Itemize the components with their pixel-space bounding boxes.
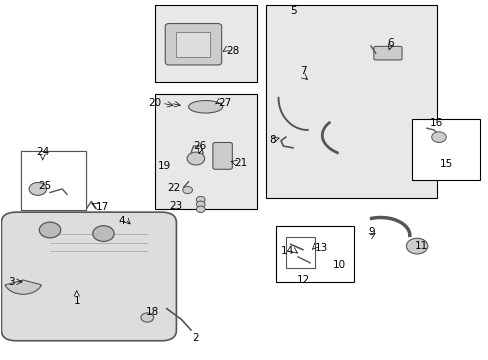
Text: 6: 6 xyxy=(386,38,393,48)
FancyBboxPatch shape xyxy=(1,212,176,341)
Circle shape xyxy=(183,186,192,194)
Circle shape xyxy=(93,226,114,242)
Text: 10: 10 xyxy=(332,260,345,270)
FancyBboxPatch shape xyxy=(154,94,256,208)
Text: 18: 18 xyxy=(146,307,159,317)
FancyBboxPatch shape xyxy=(176,32,210,57)
Circle shape xyxy=(406,238,427,254)
Text: 3: 3 xyxy=(8,277,15,287)
Text: 24: 24 xyxy=(36,147,49,157)
Circle shape xyxy=(29,183,46,195)
Text: 23: 23 xyxy=(169,201,183,211)
Text: 27: 27 xyxy=(217,98,230,108)
FancyBboxPatch shape xyxy=(165,23,221,65)
Text: 28: 28 xyxy=(225,46,239,56)
Text: 21: 21 xyxy=(233,158,246,168)
Text: 20: 20 xyxy=(148,98,162,108)
Circle shape xyxy=(196,197,204,203)
Text: 11: 11 xyxy=(414,241,427,251)
FancyBboxPatch shape xyxy=(373,46,401,60)
FancyBboxPatch shape xyxy=(21,152,86,210)
Text: 1: 1 xyxy=(73,296,80,306)
Circle shape xyxy=(39,222,61,238)
Circle shape xyxy=(187,152,204,165)
FancyBboxPatch shape xyxy=(154,5,256,82)
FancyBboxPatch shape xyxy=(276,226,353,282)
Circle shape xyxy=(141,313,153,322)
Text: 13: 13 xyxy=(314,243,327,253)
Circle shape xyxy=(431,132,446,143)
Text: 16: 16 xyxy=(429,118,442,128)
Wedge shape xyxy=(5,280,41,294)
Text: 5: 5 xyxy=(289,6,296,16)
Circle shape xyxy=(196,201,204,207)
FancyBboxPatch shape xyxy=(212,143,232,169)
Text: 2: 2 xyxy=(192,333,199,342)
Text: 15: 15 xyxy=(439,158,452,168)
FancyBboxPatch shape xyxy=(285,237,314,267)
Text: 12: 12 xyxy=(297,275,310,285)
Circle shape xyxy=(196,206,204,212)
Text: 17: 17 xyxy=(96,202,109,212)
Text: 4: 4 xyxy=(119,216,125,226)
FancyBboxPatch shape xyxy=(266,5,436,198)
Text: 8: 8 xyxy=(269,135,276,145)
FancyBboxPatch shape xyxy=(21,152,86,210)
Text: 7: 7 xyxy=(300,66,306,76)
Text: 22: 22 xyxy=(167,183,180,193)
Text: 25: 25 xyxy=(39,181,52,192)
Text: 26: 26 xyxy=(193,141,206,152)
Ellipse shape xyxy=(188,100,222,113)
FancyBboxPatch shape xyxy=(411,119,479,180)
Text: 9: 9 xyxy=(368,227,374,237)
Text: 19: 19 xyxy=(157,161,170,171)
Text: 14: 14 xyxy=(280,247,293,256)
